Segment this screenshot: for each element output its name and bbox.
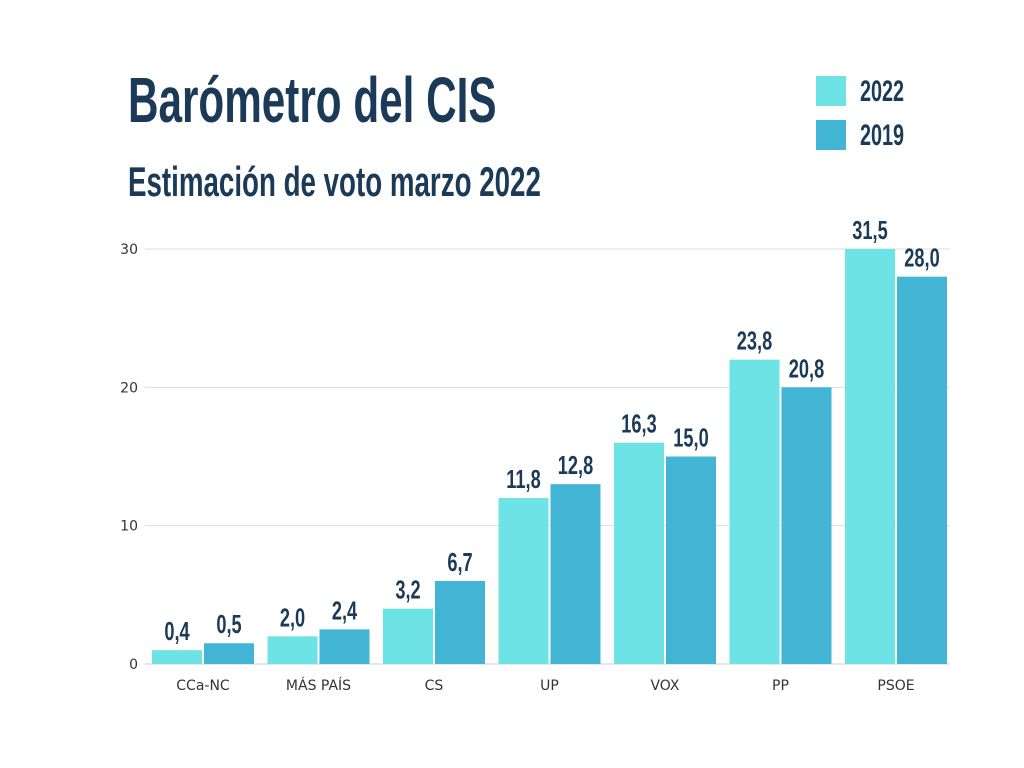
y-tick-label: 0 [129,657,138,673]
data-label: 0,4 [164,617,190,646]
bar-2019 [781,387,832,664]
data-label: 23,8 [737,326,772,355]
legend-label-2022: 2022 [860,75,905,108]
data-label: 2,0 [280,603,305,632]
data-label: 28,0 [904,243,939,272]
x-category-label: PP [772,678,789,694]
bar-2022 [267,636,318,664]
legend-item-2019: 2019 [816,119,956,152]
x-category-label: UP [540,678,559,694]
legend-swatch-2019 [816,120,846,150]
data-label: 11,8 [506,465,540,494]
data-label: 31,5 [852,216,887,245]
y-tick-label: 30 [120,242,138,258]
bar-2019 [897,276,947,664]
x-category-label: MÁS PAÍS [286,677,351,694]
legend-label-2019: 2019 [860,119,905,152]
x-category-label: CS [425,678,444,694]
data-label: 6,7 [447,548,472,577]
data-label: 15,0 [673,423,708,452]
chart-subtitle: Estimación de voto marzo 2022 [128,158,541,205]
y-tick-label: 10 [120,519,138,535]
bar-2022 [614,442,664,664]
legend-item-2022: 2022 [816,75,956,108]
data-label: 2,4 [332,596,358,625]
x-category-label: VOX [650,678,679,694]
bar-2022 [383,608,433,664]
data-label: 3,2 [395,575,420,604]
chart-title: Barómetro del CIS [128,64,497,136]
bar-2019 [319,629,370,664]
bar-2019 [666,456,716,664]
bar-2022 [152,650,202,664]
bar-2019 [204,643,254,664]
y-tick-label: 20 [120,380,138,396]
x-category-label: CCa-NC [176,678,230,694]
bar-2019 [435,581,485,664]
data-label: 12,8 [558,451,593,480]
data-label: 0,5 [216,610,241,639]
bar-2019 [550,484,601,664]
bar-2022 [845,249,895,664]
data-label: 20,8 [789,354,824,383]
data-label: 16,3 [621,409,656,438]
x-category-label: PSOE [877,678,914,694]
legend-swatch-2022 [816,76,846,106]
bar-2022 [498,498,549,664]
bar-2022 [729,359,780,664]
